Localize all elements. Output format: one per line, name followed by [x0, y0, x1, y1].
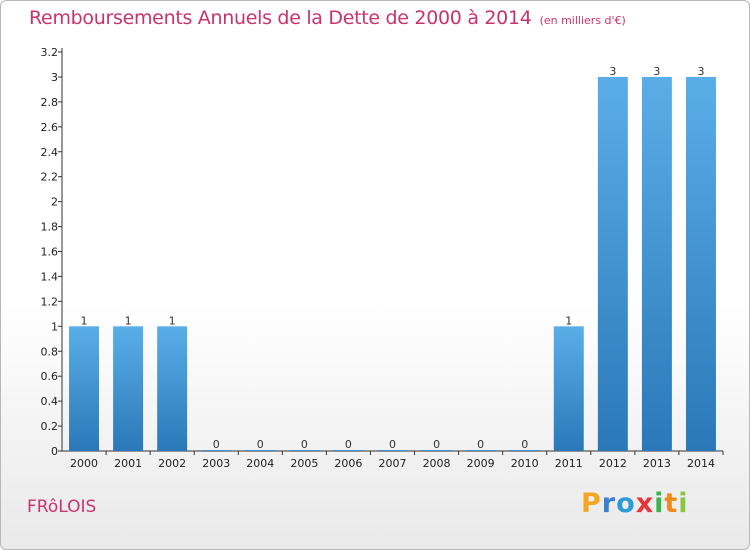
bar-2004 — [245, 450, 276, 451]
chart-bars — [69, 76, 716, 451]
y-tick-label: 1.4 — [41, 270, 59, 283]
y-tick-label: 2.6 — [41, 121, 59, 134]
x-tick-label: 2003 — [202, 457, 230, 470]
data-label-2010: 0 — [521, 438, 528, 451]
x-tick-label: 2010 — [511, 457, 539, 470]
logo-letter: P — [581, 488, 602, 519]
y-tick-label: 0.4 — [41, 395, 59, 408]
chart-labels: 1 1 1 0 0 0 0 0 0 0 0 1 3 3 3 — [81, 65, 705, 451]
bar-2006 — [333, 450, 364, 451]
data-label-2012: 3 — [609, 65, 616, 78]
bar-2000 — [69, 326, 100, 451]
logo-letter: r — [601, 488, 617, 519]
y-tick-label: 2.8 — [41, 96, 59, 109]
y-tick-label: 1.2 — [41, 295, 59, 308]
data-label-2013: 3 — [653, 65, 660, 78]
x-tick-label: 2014 — [687, 457, 715, 470]
bar-2002 — [157, 326, 188, 451]
chart-title-text: Remboursements Annuels de la Dette de 20… — [29, 7, 532, 29]
data-label-2009: 0 — [477, 438, 484, 451]
proxiti-logo: Proxiti — [581, 488, 689, 519]
x-tick-label: 2000 — [70, 457, 98, 470]
bar-2013 — [641, 76, 672, 451]
bar-2011 — [553, 326, 584, 451]
x-tick-label: 2013 — [643, 457, 671, 470]
x-tick-label: 2012 — [599, 457, 627, 470]
data-label-2008: 0 — [433, 438, 440, 451]
data-label-2003: 0 — [213, 438, 220, 451]
y-tick-label: 2.4 — [41, 146, 59, 159]
y-tick-label: 0 — [51, 445, 58, 458]
y-tick-label: 1 — [51, 320, 58, 333]
bar-2008 — [421, 450, 452, 451]
bar-2001 — [113, 326, 144, 451]
bar-2010 — [509, 450, 540, 451]
data-label-2004: 0 — [257, 438, 264, 451]
logo-letter: i — [678, 488, 689, 519]
bar-2012 — [597, 76, 628, 451]
bar-2007 — [377, 450, 408, 451]
data-label-2000: 1 — [81, 314, 88, 327]
logo-letter: i — [654, 488, 665, 519]
data-label-2001: 1 — [125, 314, 132, 327]
x-tick-label: 2006 — [334, 457, 362, 470]
y-tick-label: 1.6 — [41, 246, 59, 259]
x-tick-label: 2007 — [379, 457, 407, 470]
x-tick-label: 2005 — [290, 457, 318, 470]
bar-2009 — [465, 450, 496, 451]
logo-letter: o — [616, 488, 636, 519]
x-tick-label: 2004 — [246, 457, 274, 470]
x-tick-label: 2009 — [467, 457, 495, 470]
y-tick-label: 3.2 — [41, 46, 59, 59]
x-tick-label: 2008 — [423, 457, 451, 470]
y-tick-label: 0.8 — [41, 345, 59, 358]
bar-2005 — [289, 450, 320, 451]
x-tick-label: 2002 — [158, 457, 186, 470]
data-label-2007: 0 — [389, 438, 396, 451]
y-tick-label: 3 — [51, 71, 58, 84]
bar-2014 — [685, 76, 716, 451]
y-tick-label: 0.2 — [41, 420, 59, 433]
chart-title: Remboursements Annuels de la Dette de 20… — [29, 7, 626, 29]
commune-name: FRôLOIS — [27, 497, 97, 517]
data-label-2011: 1 — [565, 314, 572, 327]
y-tick-label: 2 — [51, 196, 58, 209]
y-tick-label: 1.8 — [41, 221, 59, 234]
logo-letter: t — [664, 488, 679, 519]
y-tick-label: 2.2 — [41, 171, 59, 184]
data-label-2014: 3 — [697, 65, 704, 78]
x-tick-label: 2001 — [114, 457, 142, 470]
y-tick-label: 0.6 — [41, 370, 59, 383]
data-label-2005: 0 — [301, 438, 308, 451]
data-label-2006: 0 — [345, 438, 352, 451]
bar-2003 — [201, 450, 232, 451]
data-label-2002: 1 — [169, 314, 176, 327]
x-tick-label: 2011 — [555, 457, 583, 470]
logo-letter: x — [635, 488, 655, 519]
chart-unit: (en milliers d'€) — [539, 14, 626, 27]
